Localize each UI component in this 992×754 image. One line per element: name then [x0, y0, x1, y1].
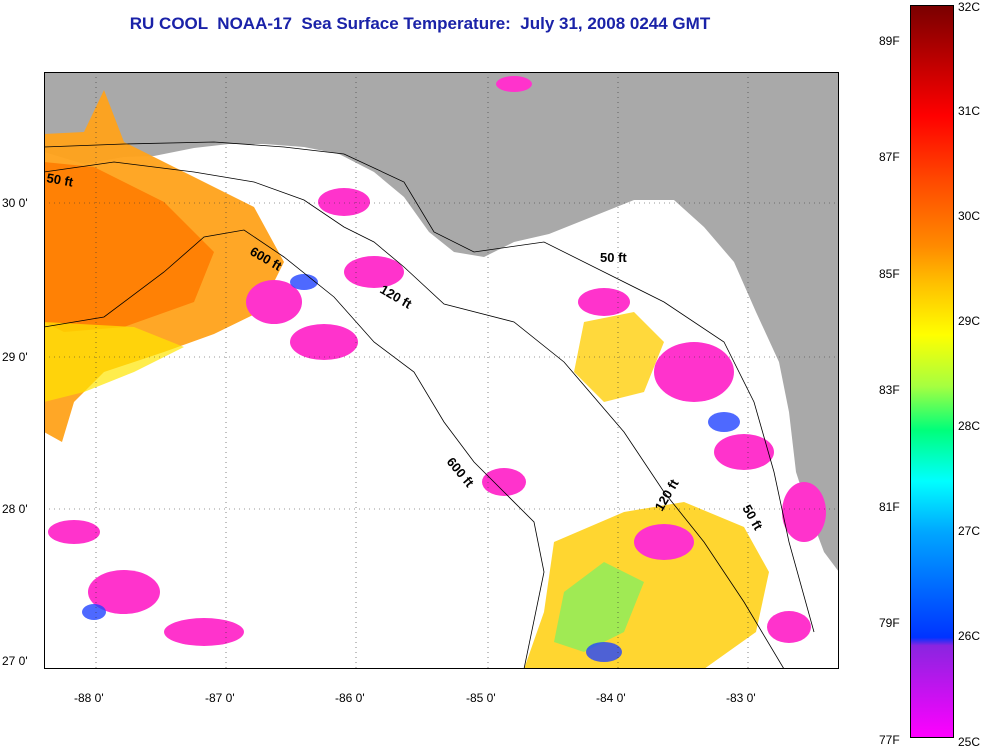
green-sst-southeast [554, 562, 644, 652]
lon-label-85: -85 0' [466, 691, 496, 705]
sst-map: 50 ft 600 ft 120 ft 50 ft 600 ft 120 ft … [43, 72, 839, 670]
cool-sst-patches [48, 76, 826, 646]
colorbar-label-87f: 87F [879, 150, 900, 164]
colorbar-label-29c: 29C [958, 314, 981, 328]
colorbar-label-89f: 89F [879, 34, 900, 48]
colorbar-label-32c: 32C [958, 0, 981, 14]
colorbar-label-31c: 31C [958, 104, 981, 118]
colorbar-label-30c: 30C [958, 209, 981, 223]
colorbar [910, 5, 954, 738]
colorbar-label-83f: 83F [879, 383, 900, 397]
contour-label-50ft-west: 50 ft [45, 170, 75, 190]
cool-blue-patches [82, 274, 740, 662]
lat-label-30: 30 0' [2, 196, 28, 210]
colorbar-label-28c: 28C [958, 419, 981, 433]
sst-map-canvas: 50 ft 600 ft 120 ft 50 ft 600 ft 120 ft … [43, 72, 839, 670]
colorbar-label-79f: 79F [879, 616, 900, 630]
colorbar-label-26c: 26C [958, 629, 981, 643]
colorbar-label-81f: 81F [879, 500, 900, 514]
land-mass [44, 72, 839, 572]
map-frame [44, 72, 839, 669]
warm-sst-core [44, 162, 214, 332]
colorbar-label-77f: 77F [879, 733, 900, 747]
lon-label-88: -88 0' [74, 691, 104, 705]
bathymetry-contours [43, 141, 815, 670]
yellow-sst-band [44, 322, 184, 402]
map-title: RU COOL NOAA-17 Sea Surface Temperature:… [129, 14, 711, 33]
lon-label-86: -86 0' [335, 691, 365, 705]
lat-label-28: 28 0' [2, 502, 28, 516]
lat-label-29: 29 0' [2, 350, 28, 364]
lon-label-84: -84 0' [596, 691, 626, 705]
colorbar-label-25c: 25C [958, 735, 981, 749]
contour-label-50ft-north: 50 ft [600, 250, 627, 265]
lon-label-83: -83 0' [726, 691, 756, 705]
colorbar-label-27c: 27C [958, 524, 981, 538]
lat-label-27: 27 0' [2, 654, 28, 668]
colorbar-label-85f: 85F [879, 267, 900, 281]
lon-label-87: -87 0' [205, 691, 235, 705]
